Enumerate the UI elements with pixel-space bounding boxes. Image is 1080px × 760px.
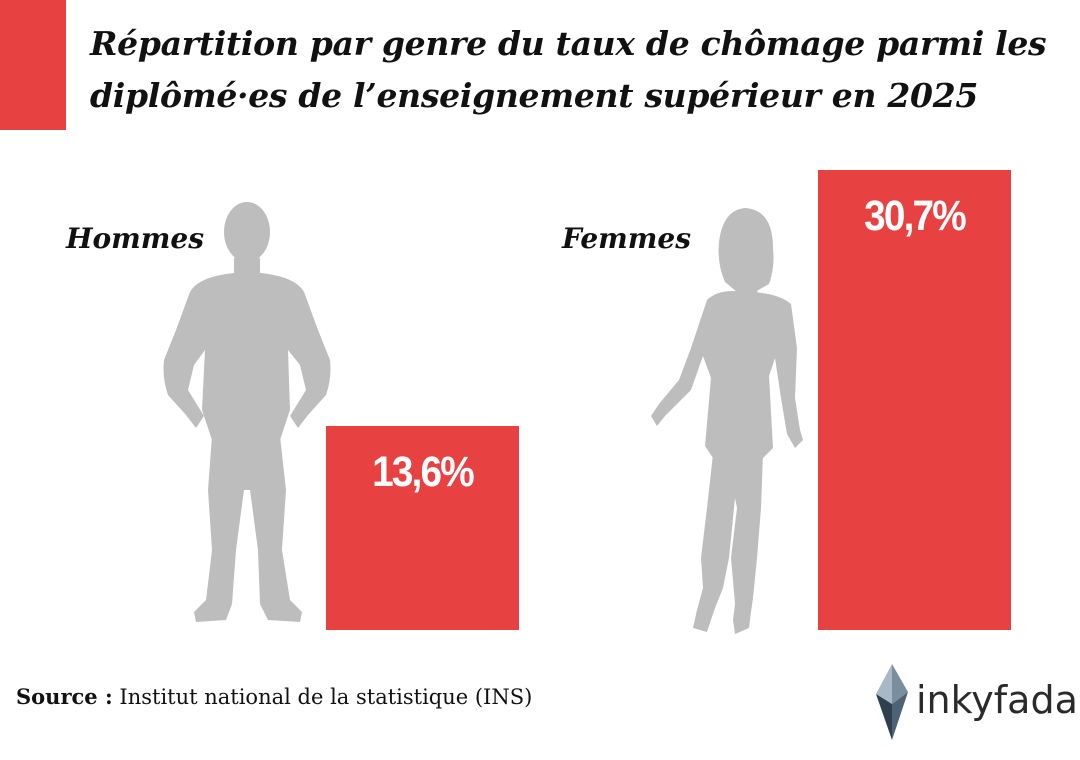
inkyfada-logo-icon — [876, 664, 908, 740]
female-silhouette-icon — [651, 208, 803, 634]
brand-name: inkyfada — [916, 678, 1078, 722]
bar-label-hommes: 13,6% — [372, 448, 475, 496]
source-text: Institut national de la statistique (INS… — [119, 685, 533, 709]
source-line: Source : Institut national de la statist… — [16, 684, 532, 709]
title-accent-block — [0, 0, 66, 130]
chart-title: Répartition par genre du taux de chômage… — [90, 24, 1047, 115]
brand-logo: inkyfada — [872, 664, 1078, 744]
bar-label-femmes: 30,7% — [864, 192, 967, 240]
bar-hommes: 13,6% — [326, 426, 519, 630]
group-label-femmes: Femmes — [562, 222, 691, 255]
male-silhouette-icon — [163, 202, 331, 622]
bar-femmes: 30,7% — [818, 170, 1011, 630]
group-label-hommes: Hommes — [66, 222, 204, 255]
source-prefix: Source : — [16, 684, 113, 709]
